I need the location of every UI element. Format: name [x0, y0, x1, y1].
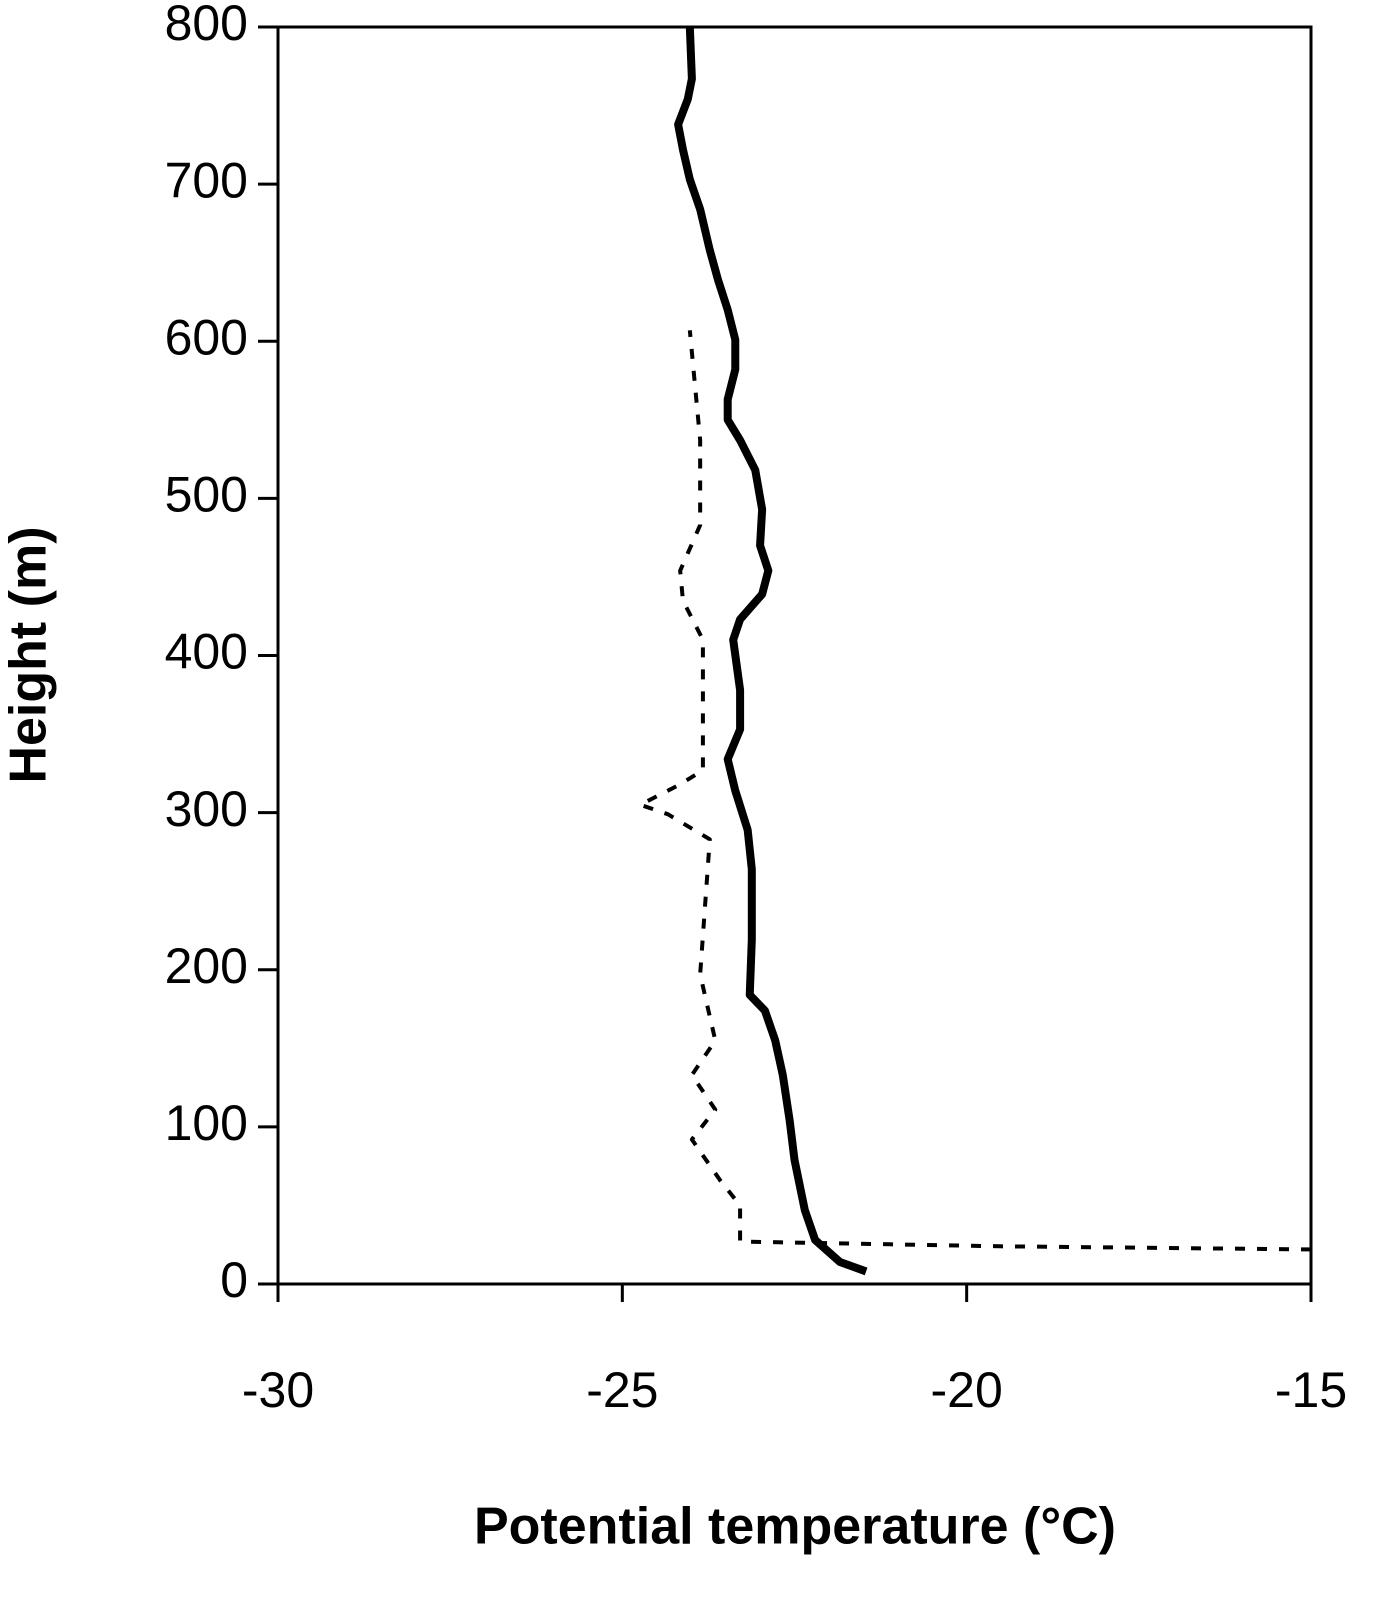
x-tick-label: -20 [931, 1362, 1003, 1418]
x-tick-label: -30 [242, 1362, 314, 1418]
y-tick-label: 0 [220, 1252, 248, 1308]
plot-frame [276, 25, 1313, 1286]
x-tick-label: -25 [586, 1362, 658, 1418]
y-tick-label: 600 [165, 309, 248, 365]
y-tick-label: 700 [165, 152, 248, 208]
x-axis-label: Potential temperature (°C) [474, 1498, 1116, 1556]
y-axis-label: Height (m) [0, 526, 58, 783]
x-tick-label: -15 [1275, 1362, 1347, 1418]
y-tick-label: 400 [165, 624, 248, 680]
y-tick-label: 200 [165, 938, 248, 994]
profile-line [638, 330, 1312, 1252]
profile-line [674, 26, 868, 1276]
y-tick-label: 100 [165, 1095, 248, 1151]
y-tick-label: 800 [165, 0, 248, 51]
y-tick-label: 300 [165, 781, 248, 837]
y-tick-label: 500 [165, 467, 248, 523]
